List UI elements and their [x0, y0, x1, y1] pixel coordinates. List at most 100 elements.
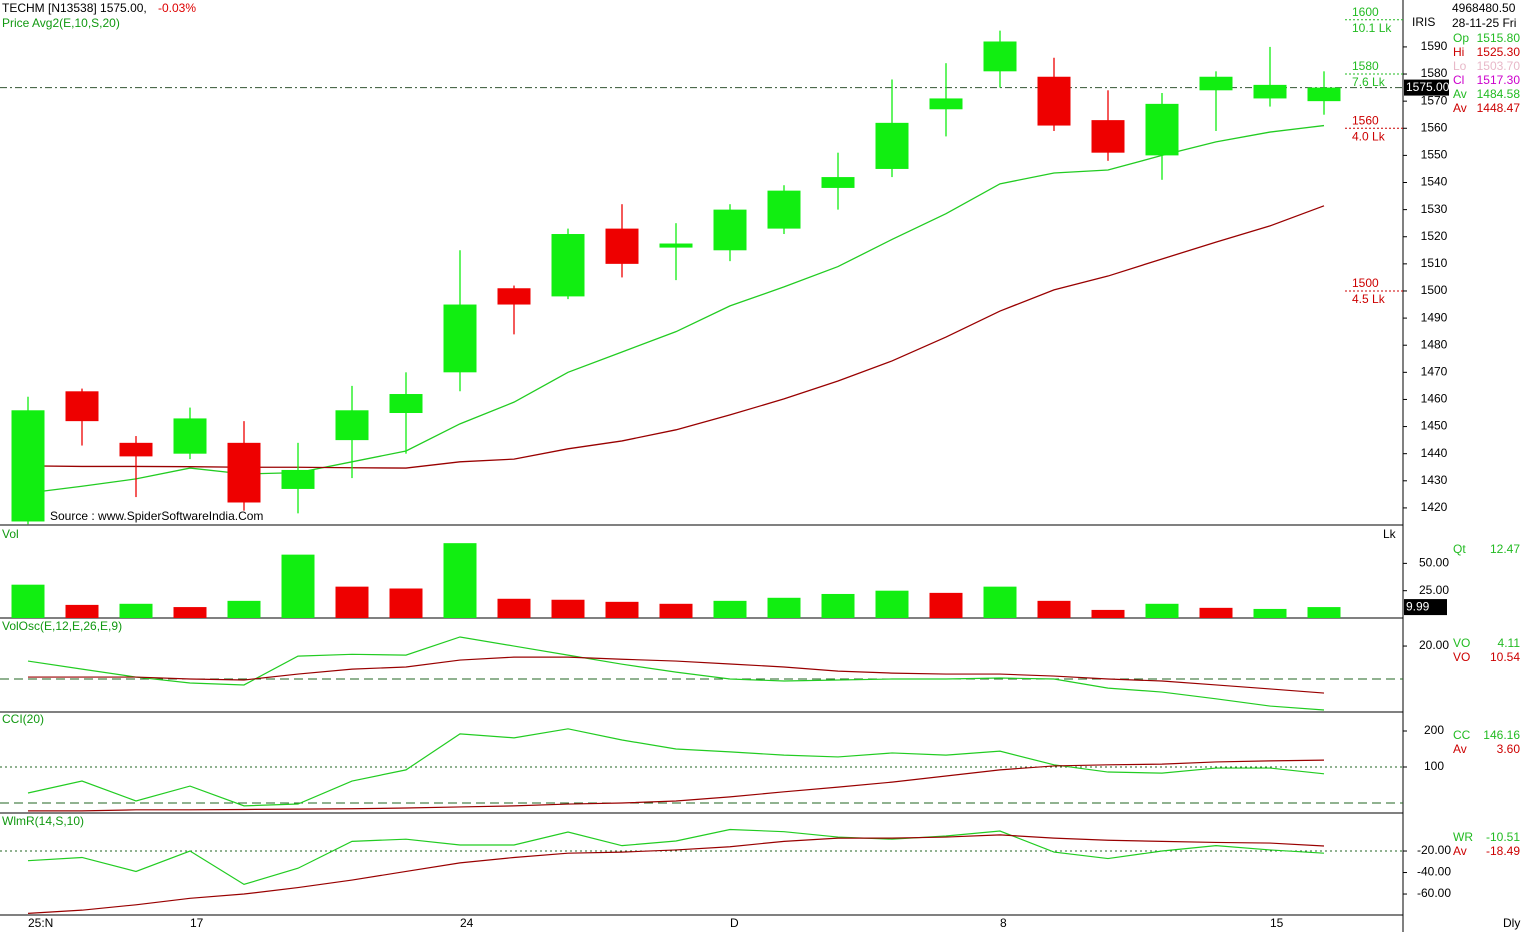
panel-title: CCI(20): [2, 712, 44, 726]
readout-value: 1484.58: [1477, 87, 1521, 101]
volume-bar: [389, 588, 423, 618]
readout-value: 10.54: [1490, 650, 1520, 664]
indicator-line: [28, 759, 1325, 812]
candle-body: [497, 288, 531, 305]
y-tick-label: 1460: [1421, 392, 1448, 406]
last-price-box: [1404, 79, 1449, 96]
readout-value: 4.11: [1498, 636, 1521, 650]
last-volume-label: 9.99: [1406, 599, 1430, 613]
last-price-label: 1575.00: [1406, 80, 1450, 94]
subtitle: Price Avg2(E,10,S,20): [2, 16, 120, 30]
source: Source : www.SpiderSoftwareIndia.Com: [50, 509, 263, 523]
y-tick-label: 100: [1424, 759, 1444, 773]
readout-value: 12.47: [1490, 542, 1520, 556]
info: 28-11-25 Fri: [1452, 16, 1516, 30]
timeframe: Dly: [1503, 916, 1520, 930]
y-tick-label: 1580: [1421, 66, 1448, 80]
candle-body: [875, 122, 909, 169]
readout-value: -10.51: [1486, 830, 1520, 844]
y-tick-label: 1490: [1421, 310, 1448, 324]
volume-bar: [443, 543, 477, 618]
readout-label: WR: [1453, 830, 1473, 844]
y-tick-label: 1430: [1421, 473, 1448, 487]
candle-body: [281, 469, 315, 489]
candle-body: [335, 410, 369, 441]
readout-label: Av: [1453, 844, 1467, 858]
candle-body: [983, 41, 1017, 72]
y-tick-label: 25.00: [1419, 583, 1449, 597]
volume-bar: [1307, 607, 1341, 618]
candle-body: [821, 177, 855, 188]
y-tick-label: -40.00: [1417, 865, 1451, 879]
volume-bar: [1145, 603, 1179, 618]
volume-bar: [1091, 609, 1125, 618]
panel-title: WlmR(14,S,10): [2, 814, 84, 828]
candle-body: [1253, 84, 1287, 99]
y-tick-label: 1590: [1421, 39, 1448, 53]
y-tick-label: 1420: [1421, 500, 1448, 514]
volume-bar: [875, 590, 909, 618]
volume-bar: [1037, 600, 1071, 618]
candle-body: [227, 442, 261, 503]
candle-body: [551, 234, 585, 297]
y-tick-label: 1450: [1421, 419, 1448, 433]
y-tick-label: 1560: [1421, 120, 1448, 134]
y-tick-label: 1520: [1421, 229, 1448, 243]
candle-body: [605, 228, 639, 264]
candle-body: [1145, 103, 1179, 156]
indicator-line: [27, 834, 1325, 914]
candle-body: [1199, 76, 1233, 91]
readout-value: 1448.47: [1477, 101, 1521, 115]
readout-label: Av: [1453, 742, 1467, 756]
readout-label: Av: [1453, 101, 1467, 115]
y-tick-label: 20.00: [1419, 638, 1449, 652]
y-tick-label: 50.00: [1419, 556, 1449, 570]
panel-title: VolOsc(E,12,E,26,E,9): [2, 619, 122, 633]
volume-bar: [551, 599, 585, 618]
candle-body: [389, 394, 423, 414]
candle-body: [1091, 120, 1125, 153]
indicator-line: [27, 728, 1325, 807]
candle-body: [173, 418, 207, 454]
info: 4968480.50: [1452, 1, 1516, 15]
volume-bar: [1253, 608, 1287, 618]
panel-title: Vol: [2, 527, 19, 541]
y-tick-label: 1440: [1421, 446, 1448, 460]
volume-bar: [659, 603, 693, 618]
price-level-volume: 7.6 Lk: [1352, 75, 1386, 89]
chart-title: TECHM [N13538] 1575.00,: [2, 1, 147, 15]
feed: IRIS: [1412, 15, 1435, 29]
volume-bar: [65, 604, 99, 618]
price-level-volume: 10.1 Lk: [1352, 21, 1392, 35]
readout-label: Cl: [1453, 73, 1464, 87]
volume-bar: [335, 586, 369, 618]
readout-label: Hi: [1453, 45, 1464, 59]
readout-value: -18.49: [1486, 844, 1520, 858]
readout-label: Qt: [1453, 542, 1466, 556]
x-tick-label: D: [730, 916, 739, 930]
readout-value: 1525.30: [1477, 45, 1521, 59]
candle-body: [659, 243, 693, 248]
candle-body: [713, 209, 747, 251]
y-tick-label: 1570: [1421, 93, 1448, 107]
price-level-volume: 4.5 Lk: [1352, 292, 1386, 306]
x-tick-label: 24: [460, 916, 474, 930]
readout-label: CC: [1453, 728, 1471, 742]
last-volume-box: [1404, 599, 1447, 616]
y-tick-label: -20.00: [1417, 843, 1451, 857]
volume-bar: [767, 597, 801, 618]
volume-bar: [821, 593, 855, 618]
candle-body: [11, 410, 45, 522]
volume-bar: [497, 598, 531, 618]
price-level-label: 1560: [1352, 113, 1379, 127]
indicator-line: [28, 656, 1325, 694]
readout-value: 1517.30: [1477, 73, 1521, 87]
readout-value: 1515.80: [1477, 31, 1521, 45]
readout-label: VO: [1453, 650, 1470, 664]
volume-bar: [605, 601, 639, 618]
volume-bar: [11, 584, 45, 618]
y-tick-label: 1530: [1421, 202, 1448, 216]
candle-body: [767, 190, 801, 229]
